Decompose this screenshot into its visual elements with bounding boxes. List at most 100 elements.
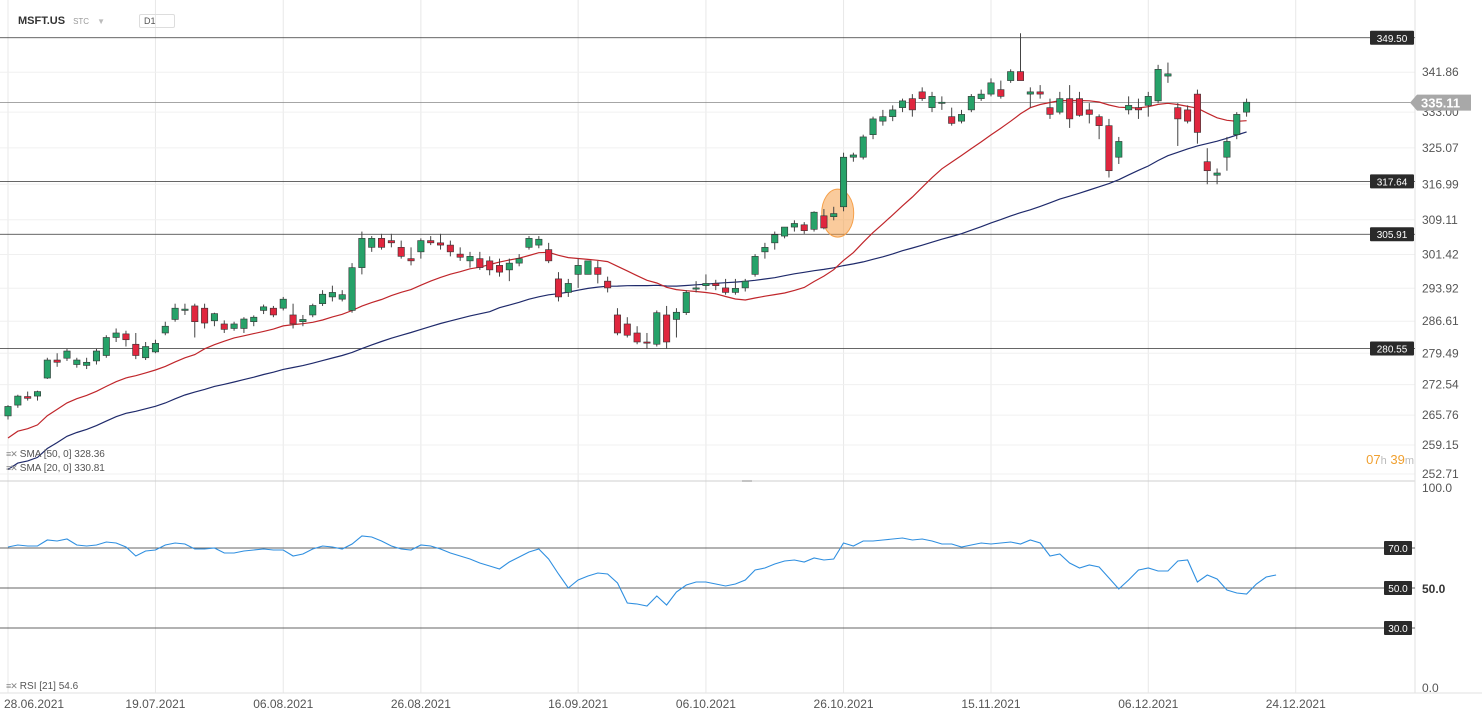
symbol-sub-label: STC <box>73 17 89 26</box>
candle-body-86 <box>850 155 856 157</box>
candle-body-15 <box>152 343 158 352</box>
candle-body-5 <box>54 360 60 362</box>
chevron-down-icon[interactable]: ▼ <box>97 17 105 26</box>
candle-body-0 <box>5 406 11 415</box>
price-tick-12: 252.71 <box>1422 467 1459 481</box>
candle-body-44 <box>437 243 443 245</box>
time-tick-0: 28.06.2021 <box>4 697 64 711</box>
candle-body-57 <box>565 283 571 292</box>
candle-body-28 <box>280 299 286 308</box>
candle-body-38 <box>378 238 384 247</box>
candle-body-41 <box>408 259 414 261</box>
candle-body-73 <box>722 288 728 293</box>
candle-body-113 <box>1116 141 1122 157</box>
price-tick-8: 279.49 <box>1422 346 1459 360</box>
candle-body-39 <box>388 241 394 243</box>
candle-body-120 <box>1184 110 1190 121</box>
price-tick-10: 265.76 <box>1422 408 1459 422</box>
time-tick-2: 06.08.2021 <box>253 697 313 711</box>
symbol-label[interactable]: MSFT.US <box>18 15 65 27</box>
candle-body-72 <box>713 283 719 285</box>
candle-body-88 <box>870 119 876 135</box>
level-tag-label-3: 280.55 <box>1377 345 1408 356</box>
legend-sma50[interactable]: ≡✕ SMA [50, 0] 328.36 <box>6 449 105 460</box>
candle-body-76 <box>752 256 758 274</box>
eye-close-icon[interactable]: ≡✕ <box>6 681 17 692</box>
candle-body-67 <box>663 315 669 342</box>
sma20-legend-label: SMA [20, 0] 330.81 <box>20 463 105 474</box>
candle-body-99 <box>978 94 984 99</box>
price-tick-9: 272.54 <box>1422 378 1459 392</box>
sma20-line <box>8 101 1247 439</box>
candle-body-13 <box>133 344 139 355</box>
timer-hours: 07 <box>1366 452 1380 467</box>
candle-body-49 <box>486 261 492 270</box>
candle-body-62 <box>614 315 620 333</box>
candle-body-69 <box>683 292 689 312</box>
rsi-tick-top: 100.0 <box>1422 481 1452 495</box>
eye-close-icon[interactable]: ≡✕ <box>6 449 17 460</box>
candle-body-93 <box>919 92 925 99</box>
candle-body-52 <box>516 259 522 264</box>
timer-minutes: 39 <box>1390 452 1404 467</box>
candle-body-7 <box>74 360 80 365</box>
price-tick-3: 316.99 <box>1422 177 1459 191</box>
candle-body-46 <box>457 254 463 257</box>
candle-body-50 <box>496 265 502 272</box>
candle-body-112 <box>1106 126 1112 171</box>
candle-body-77 <box>762 247 768 252</box>
eye-close-icon[interactable]: ≡✕ <box>6 463 17 474</box>
chart-grid <box>0 0 1482 693</box>
price-tick-4: 309.11 <box>1422 213 1458 227</box>
candle-body-104 <box>1027 92 1033 94</box>
level-tag-label-0: 349.50 <box>1377 34 1408 45</box>
candle-body-1 <box>15 396 21 405</box>
candle-body-74 <box>732 288 738 292</box>
candle-body-122 <box>1204 162 1210 171</box>
current-price-label: 335.11 <box>1421 96 1460 111</box>
candle-body-119 <box>1175 108 1181 119</box>
candle-body-25 <box>251 317 257 322</box>
candle-body-63 <box>624 324 630 335</box>
candle-body-109 <box>1076 99 1082 116</box>
candle-body-55 <box>545 250 551 261</box>
candle-body-22 <box>221 324 227 329</box>
candle-body-79 <box>781 227 787 236</box>
price-tick-0: 341.86 <box>1422 65 1459 79</box>
candle-body-116 <box>1145 96 1151 105</box>
candle-body-126 <box>1243 102 1249 112</box>
candle-body-78 <box>772 235 778 243</box>
rsi-level-tag-label-1: 50.0 <box>1388 584 1408 595</box>
rsi-legend-label: RSI [21] 54.6 <box>20 681 78 692</box>
legend-sma20[interactable]: ≡✕ SMA [20, 0] 330.81 <box>6 463 105 474</box>
price-axis: 341.86333.00325.07316.99309.11301.42293.… <box>1410 65 1471 481</box>
timer-hours-unit: h <box>1381 455 1387 467</box>
rsi-level-tag-label-2: 30.0 <box>1388 624 1408 635</box>
candle-body-66 <box>654 313 660 345</box>
time-tick-5: 06.10.2021 <box>676 697 736 711</box>
rsi-level-tag-label-0: 70.0 <box>1388 544 1408 555</box>
candle-body-110 <box>1086 110 1092 115</box>
time-tick-9: 24.12.2021 <box>1266 697 1326 711</box>
candle-body-3 <box>34 392 40 397</box>
candle-body-36 <box>359 238 365 267</box>
legend-rsi[interactable]: ≡✕ RSI [21] 54.6 <box>6 681 78 692</box>
candle-body-68 <box>673 312 679 319</box>
candle-body-65 <box>644 342 650 343</box>
candle-body-59 <box>585 261 591 275</box>
timeframe-select[interactable]: D1 <box>139 14 175 28</box>
candle-body-89 <box>880 117 886 122</box>
rsi-panel: 70.050.030.0100.00.050.0 <box>0 481 1452 695</box>
candle-body-56 <box>555 279 561 297</box>
candle-body-80 <box>791 223 797 227</box>
candle-body-124 <box>1224 141 1230 157</box>
candle-body-33 <box>329 292 335 297</box>
candle-body-114 <box>1125 105 1131 110</box>
rsi-current-value: 50.0 <box>1422 582 1446 596</box>
candle-body-75 <box>742 281 748 288</box>
candle-body-118 <box>1165 74 1171 76</box>
candle-body-19 <box>192 306 198 322</box>
candle-body-43 <box>427 241 433 243</box>
candle-body-103 <box>1017 72 1023 81</box>
